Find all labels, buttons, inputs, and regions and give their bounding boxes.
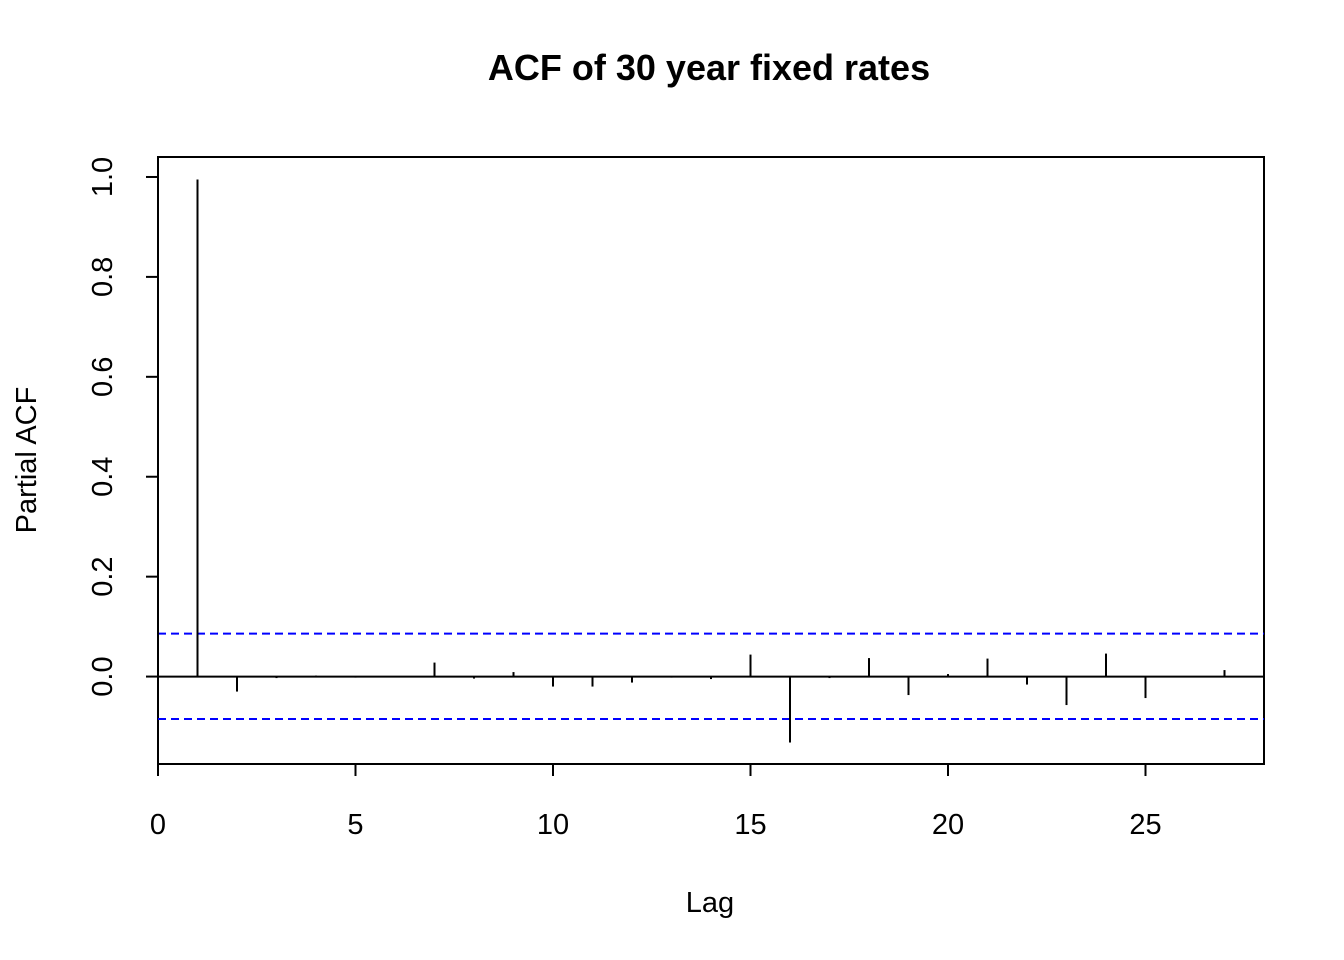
chart-title: ACF of 30 year fixed rates xyxy=(488,47,930,88)
x-tick-label: 25 xyxy=(1129,809,1161,841)
y-tick-label: 0.0 xyxy=(87,656,119,696)
acf-bars xyxy=(196,179,1226,743)
x-tick-label: 15 xyxy=(734,809,766,841)
y-tick-label: 0.4 xyxy=(87,457,119,497)
y-tick-label: 0.2 xyxy=(87,556,119,596)
y-tick-label: 0.8 xyxy=(87,257,119,297)
plot-area xyxy=(157,156,1265,765)
y-tick-label: 1.0 xyxy=(87,157,119,197)
plot-frame xyxy=(157,156,1265,765)
x-tick-label: 0 xyxy=(150,809,166,841)
x-axis-label: Lag xyxy=(686,887,734,919)
y-tick-label: 0.6 xyxy=(87,357,119,397)
x-tick-label: 10 xyxy=(537,809,569,841)
x-axis: 0 5 10 15 20 25 xyxy=(150,763,1162,841)
y-axis-label: Partial ACF xyxy=(11,387,43,534)
x-tick-label: 20 xyxy=(932,809,964,841)
x-tick-label: 5 xyxy=(347,809,363,841)
y-axis: 0.0 0.2 0.4 0.6 0.8 1.0 xyxy=(87,157,159,697)
